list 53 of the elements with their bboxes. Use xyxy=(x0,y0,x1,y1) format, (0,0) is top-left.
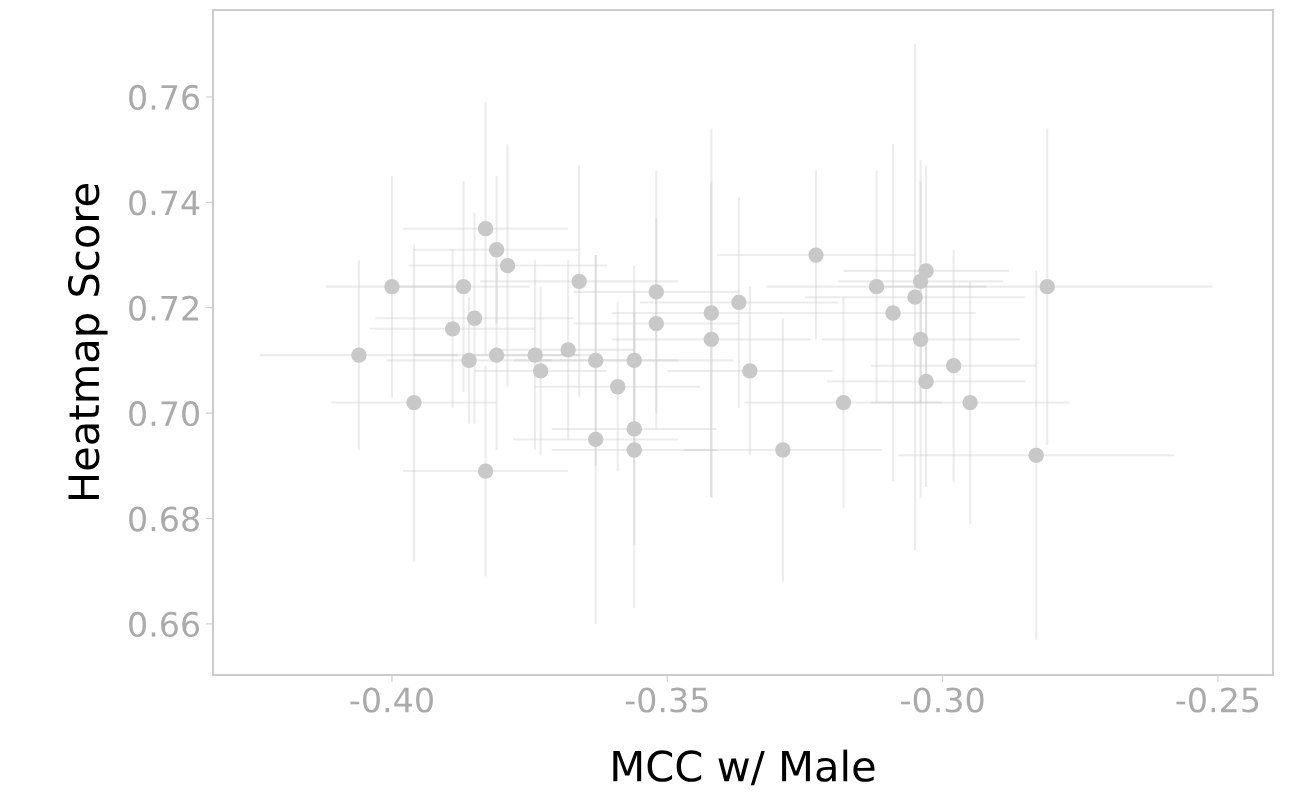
x-tick-label: -0.25 xyxy=(1176,687,1259,713)
point xyxy=(461,352,477,369)
point xyxy=(1039,279,1055,295)
point xyxy=(477,463,494,479)
point xyxy=(477,221,494,237)
point xyxy=(588,431,604,448)
point xyxy=(868,279,885,295)
point xyxy=(912,331,929,347)
point xyxy=(808,247,824,263)
y-tick-label: 0.68 xyxy=(129,506,199,532)
point xyxy=(571,273,587,290)
point xyxy=(488,242,505,258)
point xyxy=(499,257,516,274)
point xyxy=(835,394,852,411)
point xyxy=(610,379,626,395)
point xyxy=(466,310,483,326)
point xyxy=(626,352,642,369)
point xyxy=(648,284,664,300)
point xyxy=(907,289,923,305)
point xyxy=(488,347,505,363)
point xyxy=(703,305,719,321)
point xyxy=(533,363,549,379)
point xyxy=(648,315,664,332)
point xyxy=(626,421,642,437)
y-tick-label: 0.70 xyxy=(129,401,199,427)
point xyxy=(918,373,934,390)
y-tick-label: 0.66 xyxy=(129,611,200,638)
x-tick-label: -0.30 xyxy=(901,687,984,713)
y-tick-label: 0.74 xyxy=(129,190,200,216)
point xyxy=(351,347,367,363)
point xyxy=(731,294,747,311)
point xyxy=(444,321,461,337)
point xyxy=(560,342,576,358)
point xyxy=(626,442,642,458)
point xyxy=(945,358,962,374)
point xyxy=(775,442,791,458)
y-axis-title: Heatmap Score xyxy=(67,184,108,500)
point xyxy=(1028,447,1044,463)
point xyxy=(885,305,901,321)
point xyxy=(918,263,934,279)
point xyxy=(455,279,472,295)
x-tick-label: -0.35 xyxy=(625,687,708,713)
y-tick-label: 0.72 xyxy=(129,295,198,321)
point xyxy=(406,394,422,411)
point xyxy=(703,331,719,347)
point xyxy=(962,394,978,411)
point xyxy=(384,279,400,295)
point xyxy=(527,347,543,363)
x-axis-title: MCC w/ Male xyxy=(613,749,875,786)
x-tick-label: -0.40 xyxy=(350,687,433,713)
y-tick-label: 0.76 xyxy=(129,84,200,111)
point xyxy=(588,352,604,369)
point xyxy=(742,363,758,379)
